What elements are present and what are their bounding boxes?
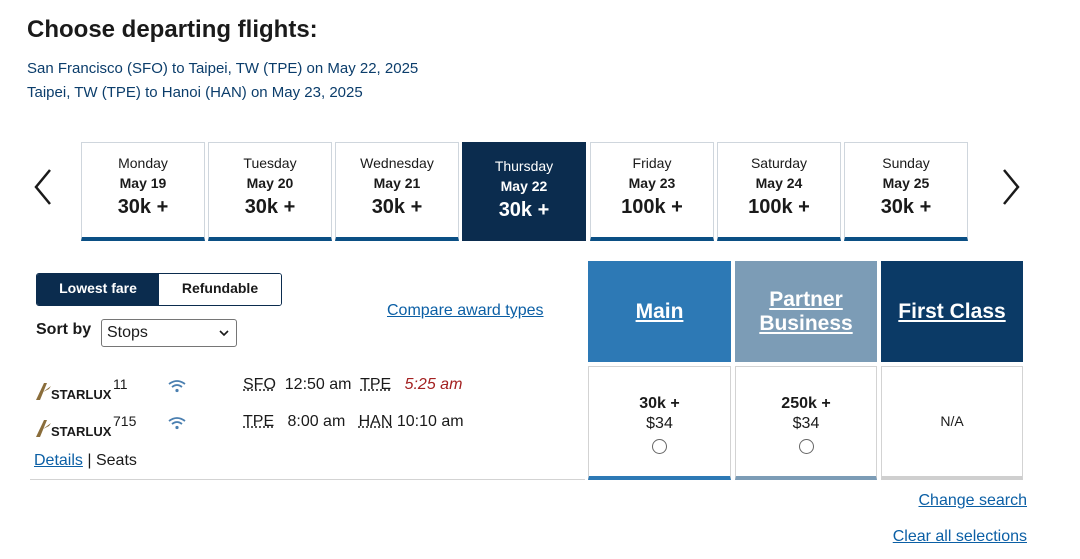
flight-row: STARLUX 11 SFO 12:50 am TPE 5:25 am STAR… (30, 370, 585, 480)
date-tile-saturday[interactable]: Saturday May 24 100k + (717, 142, 841, 241)
route-line-2: Taipei, TW (TPE) to Hanoi (HAN) on May 2… (27, 84, 363, 101)
refundable-option[interactable]: Refundable (159, 274, 281, 305)
date-tile-monday[interactable]: Monday May 19 30k + (81, 142, 205, 241)
date-tile-price: 30k + (117, 196, 169, 218)
date-tile-date: May 25 (882, 175, 930, 191)
origin-airport[interactable]: SFO (243, 376, 276, 393)
origin-airport[interactable]: TPE (243, 413, 275, 430)
cabin-header-first-class[interactable]: First Class (881, 261, 1023, 362)
flight-number: 715 (113, 413, 137, 429)
details-link[interactable]: Details (34, 452, 83, 469)
fare-miles: 30k + (639, 395, 680, 412)
date-tile-price: 100k + (748, 196, 810, 218)
arrive-time: 5:25 am (404, 376, 463, 393)
cabin-label: First Class (898, 299, 1006, 323)
destination-airport[interactable]: TPE (360, 376, 392, 393)
date-tile-tuesday[interactable]: Tuesday May 20 30k + (208, 142, 332, 241)
date-tile-day: Thursday (494, 158, 554, 174)
date-tile-date: May 24 (755, 175, 803, 191)
lowest-fare-option[interactable]: Lowest fare (37, 274, 159, 305)
date-tile-day: Friday (632, 155, 672, 171)
date-tile-price: 30k + (244, 196, 296, 218)
sort-select[interactable]: Stops (101, 319, 237, 347)
date-tile-date: May 22 (500, 178, 548, 194)
separator: | (87, 452, 92, 469)
fare-tax: $34 (792, 415, 820, 432)
chevron-left-icon[interactable] (28, 164, 58, 210)
date-navigator: Monday May 19 30k + Tuesday May 20 30k +… (0, 142, 1080, 242)
cabin-label: Partner Business (759, 287, 853, 335)
depart-time: 12:50 am (284, 376, 352, 393)
date-tile-day: Sunday (882, 155, 930, 171)
wifi-icon (168, 380, 186, 393)
fare-tax: $34 (646, 415, 673, 432)
cabin-header-partner-business[interactable]: Partner Business (735, 261, 877, 362)
date-tile-date: May 19 (119, 175, 167, 191)
fare-miles: 250k + (781, 395, 831, 412)
wifi-icon (168, 417, 186, 430)
clear-all-selections-link[interactable]: Clear all selections (892, 528, 1027, 545)
date-tile-date: May 21 (373, 175, 421, 191)
destination-airport[interactable]: HAN (358, 413, 393, 430)
fare-cell-main[interactable]: 30k + $34 (588, 366, 731, 480)
flight-number: 11 (113, 376, 128, 392)
page-title: Choose departing flights: (27, 16, 318, 43)
date-tile-day: Wednesday (360, 155, 434, 171)
date-tile-friday[interactable]: Friday May 23 100k + (590, 142, 714, 241)
date-tile-thursday[interactable]: Thursday May 22 30k + (462, 142, 586, 241)
chevron-right-icon[interactable] (996, 164, 1026, 210)
starlux-logo-icon: STARLUX (36, 383, 112, 402)
fare-radio[interactable] (652, 439, 667, 454)
fare-cell-partner-business[interactable]: 250k + $34 (735, 366, 877, 480)
cabin-label: Main (635, 299, 684, 323)
details-seats-line: Details | Seats (34, 452, 137, 470)
route-line-1: San Francisco (SFO) to Taipei, TW (TPE) … (27, 60, 419, 77)
svg-text:STARLUX: STARLUX (51, 424, 112, 439)
segment-schedule: TPE 8:00 am HAN 10:10 am (243, 413, 464, 431)
seats-link[interactable]: Seats (95, 452, 137, 469)
change-search-link[interactable]: Change search (918, 492, 1027, 509)
depart-time: 8:00 am (287, 413, 346, 430)
date-tile-price: 30k + (371, 196, 423, 218)
date-tile-day: Saturday (750, 155, 808, 171)
date-tile-day: Monday (118, 155, 168, 171)
starlux-logo-icon: STARLUX (36, 420, 112, 439)
fare-unavailable: N/A (940, 413, 964, 429)
sort-label: Sort by (36, 321, 92, 338)
svg-text:STARLUX: STARLUX (51, 387, 112, 402)
cabin-header-main[interactable]: Main (588, 261, 731, 362)
compare-award-types-link[interactable]: Compare award types (387, 302, 544, 319)
arrive-time: 10:10 am (396, 413, 464, 430)
chevron-down-icon (219, 330, 229, 337)
fare-type-toggle: Lowest fare Refundable (36, 273, 282, 306)
date-tile-price: 100k + (621, 196, 683, 218)
date-tile-day: Tuesday (243, 155, 297, 171)
date-tile-price: 30k + (880, 196, 932, 218)
date-tile-wednesday[interactable]: Wednesday May 21 30k + (335, 142, 459, 241)
segment-schedule: SFO 12:50 am TPE 5:25 am (243, 376, 462, 394)
date-tile-date: May 23 (628, 175, 676, 191)
date-tile-sunday[interactable]: Sunday May 25 30k + (844, 142, 968, 241)
date-tile-date: May 20 (246, 175, 294, 191)
fare-cell-first-class: N/A (881, 366, 1023, 480)
date-tile-price: 30k + (498, 199, 550, 221)
fare-radio[interactable] (798, 439, 814, 454)
sort-select-value: Stops (107, 324, 148, 341)
